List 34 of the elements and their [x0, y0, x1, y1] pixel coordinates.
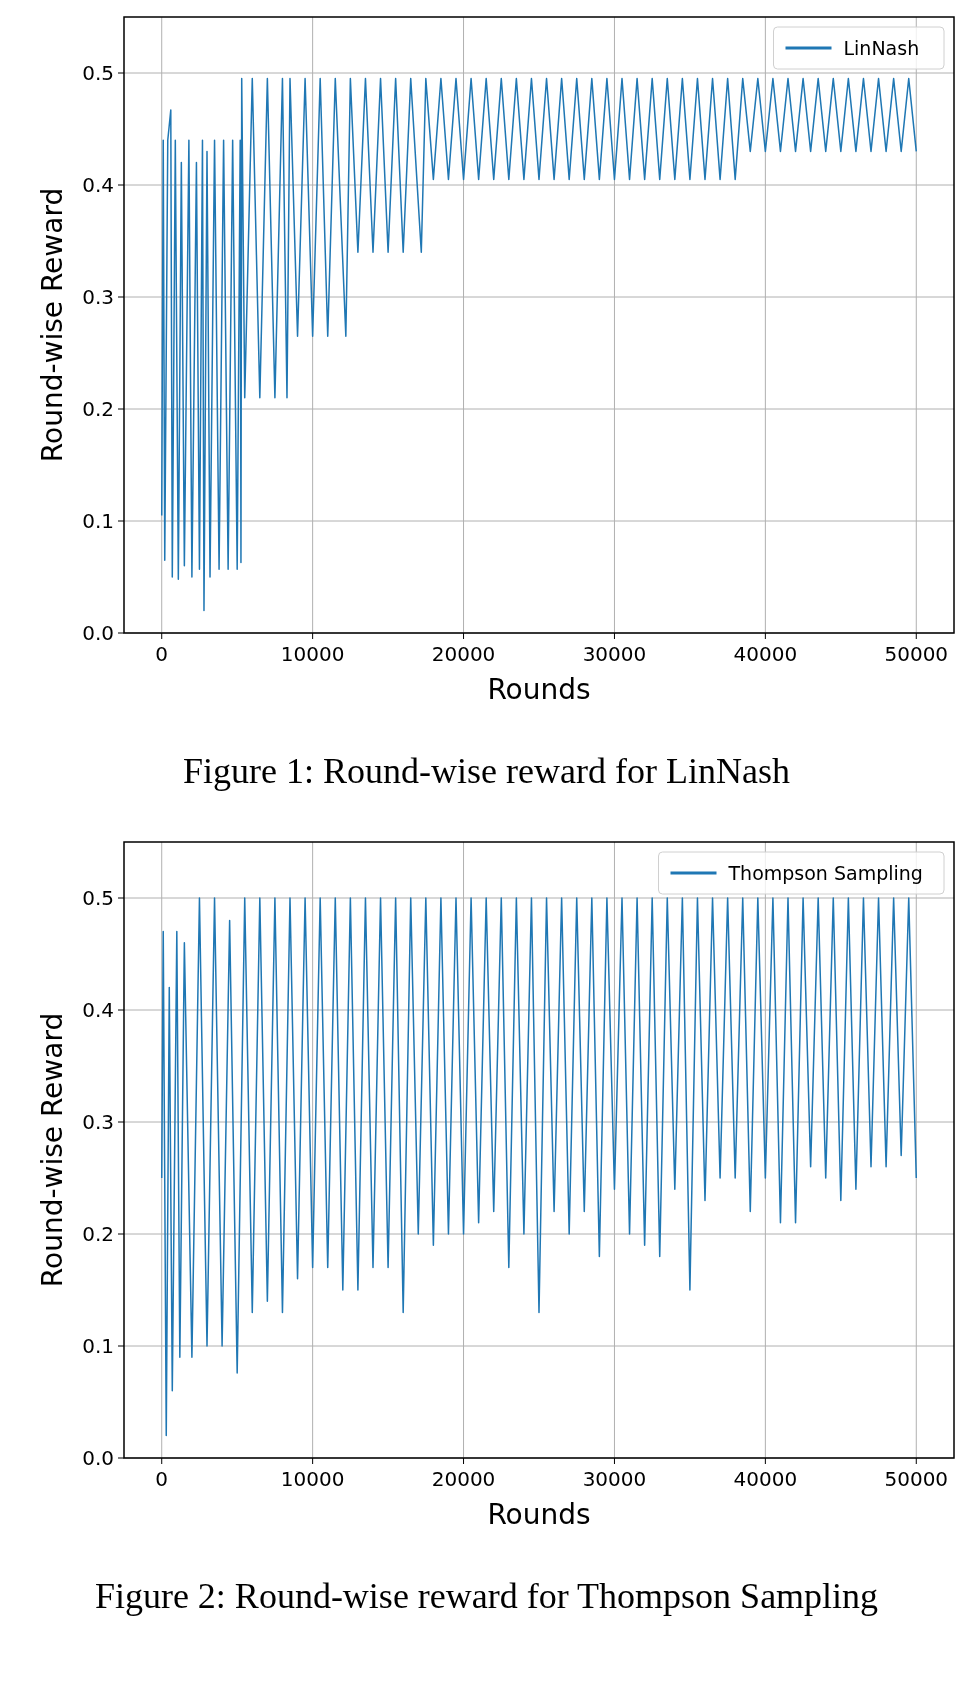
y-tick-label: 0.5: [82, 61, 114, 85]
x-tick-label: 40000: [733, 642, 798, 666]
caption: Figure 2: Round-wise reward for Thompson Sampling: [94, 1576, 879, 1616]
x-axis-title: Rounds: [487, 1498, 591, 1531]
caption: Figure 1: Round-wise reward for LinNash: [183, 751, 790, 791]
x-tick-label: 30000: [582, 1467, 647, 1491]
y-tick-label: 0.1: [82, 1334, 114, 1358]
x-tick-label: 10000: [280, 642, 345, 666]
x-tick-label: 10000: [280, 1467, 345, 1491]
y-tick-label: 0.4: [82, 173, 114, 197]
y-tick-label: 0.2: [82, 1222, 114, 1246]
y-tick-label: 0.0: [82, 1446, 114, 1470]
x-tick-label: 0: [155, 642, 169, 666]
x-tick-label: 40000: [733, 1467, 798, 1491]
y-tick-label: 0.2: [82, 397, 114, 421]
x-tick-label: 20000: [431, 1467, 496, 1491]
y-tick-label: 0.0: [82, 621, 114, 645]
legend-label: LinNash: [843, 36, 920, 59]
line-series: [160, 77, 918, 612]
y-axis-title: Round-wise Reward: [36, 187, 69, 463]
line-series: [160, 897, 918, 1437]
y-tick-label: 0.3: [82, 1110, 114, 1134]
y-axis-title: Round-wise Reward: [36, 1012, 69, 1288]
legend-label: Thompson Sampling: [727, 861, 923, 884]
x-tick-label: 50000: [884, 642, 949, 666]
y-tick-label: 0.3: [82, 285, 114, 309]
x-tick-label: 30000: [582, 642, 647, 666]
x-tick-label: 50000: [884, 1467, 949, 1491]
x-tick-label: 0: [155, 1467, 169, 1491]
y-tick-label: 0.1: [82, 509, 114, 533]
x-tick-label: 20000: [431, 642, 496, 666]
y-tick-label: 0.5: [82, 886, 114, 910]
y-tick-label: 0.4: [82, 998, 114, 1022]
x-axis-title: Rounds: [487, 673, 591, 706]
